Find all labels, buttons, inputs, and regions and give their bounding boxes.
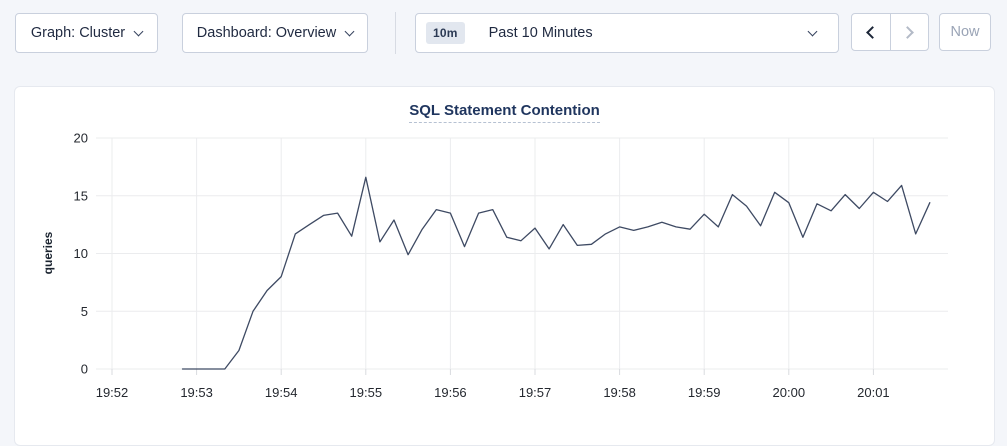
graph-dropdown-label: Graph: Cluster <box>30 25 126 41</box>
now-button[interactable]: Now <box>939 13 991 51</box>
svg-text:19:55: 19:55 <box>350 385 383 400</box>
time-range-badge: 10m <box>426 22 465 44</box>
chevron-down-icon <box>807 26 818 36</box>
svg-text:19:52: 19:52 <box>96 385 129 400</box>
svg-text:5: 5 <box>81 304 88 319</box>
svg-text:19:57: 19:57 <box>519 385 552 400</box>
svg-text:20: 20 <box>74 131 88 146</box>
svg-text:19:59: 19:59 <box>688 385 721 400</box>
svg-text:0: 0 <box>81 362 88 377</box>
svg-text:19:53: 19:53 <box>180 385 213 400</box>
chevron-right-icon <box>901 25 915 39</box>
chevron-left-icon <box>865 25 879 39</box>
toolbar-divider <box>395 12 396 54</box>
chevron-down-icon <box>344 26 355 36</box>
next-time-button[interactable] <box>889 14 929 50</box>
dashboard-dropdown[interactable]: Dashboard: Overview <box>182 13 368 53</box>
svg-text:20:01: 20:01 <box>857 385 890 400</box>
chevron-down-icon <box>133 26 144 36</box>
svg-text:15: 15 <box>74 188 88 203</box>
line-chart: 0 5 10 15 20 19:52 19:53 19:54 19:55 19:56 19:57 19… <box>41 131 948 400</box>
chart-title[interactable]: SQL Statement Contention <box>409 102 600 123</box>
time-nav-group <box>851 13 929 51</box>
graph-dropdown[interactable]: Graph: Cluster <box>15 13 158 53</box>
svg-text:queries: queries <box>41 231 55 274</box>
prev-time-button[interactable] <box>852 14 890 50</box>
time-range-selector[interactable]: 10m Past 10 Minutes <box>415 13 839 53</box>
svg-text:19:58: 19:58 <box>603 385 636 400</box>
time-range-label: Past 10 Minutes <box>488 25 593 41</box>
svg-text:10: 10 <box>74 246 88 261</box>
svg-text:20:00: 20:00 <box>773 385 806 400</box>
chart-title-row: SQL Statement Contention <box>15 102 994 123</box>
svg-text:19:56: 19:56 <box>434 385 467 400</box>
svg-text:19:54: 19:54 <box>265 385 298 400</box>
dashboard-dropdown-label: Dashboard: Overview <box>196 25 337 41</box>
chart-card: SQL Statement Contention 0 5 10 15 20 19:52 19… <box>14 86 995 446</box>
